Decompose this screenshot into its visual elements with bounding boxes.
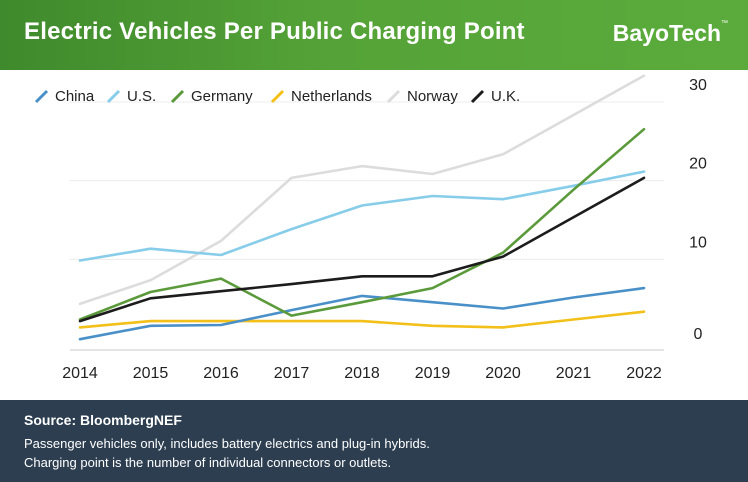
legend-swatch (170, 89, 185, 104)
logo-text: BayoTech (612, 20, 721, 46)
legend-swatch (270, 89, 285, 104)
series-line-germany (78, 127, 646, 321)
x-tick-2021: 2021 (556, 365, 592, 382)
footer-panel: Source: BloombergNEF Passenger vehicles … (0, 400, 748, 482)
series-lines (78, 74, 646, 341)
x-tick-labels: 2014 2015 2016 2017 2018 2019 2020 2021 2022 (62, 365, 662, 382)
y-tick-0: 0 (694, 326, 703, 343)
legend-swatch (106, 89, 121, 104)
y-tick-20: 20 (689, 156, 707, 173)
x-tick-2014: 2014 (62, 365, 98, 382)
series-line-us (78, 170, 646, 262)
legend-item-uk: U.K. (470, 88, 520, 105)
legend-swatch (470, 89, 485, 104)
legend-swatch (34, 89, 49, 104)
page-title: Electric Vehicles Per Public Charging Po… (24, 18, 525, 45)
logo-tm: ™ (721, 20, 728, 27)
x-tick-2020: 2020 (485, 365, 521, 382)
legend-label: Norway (407, 88, 458, 105)
y-tick-10: 10 (689, 234, 707, 251)
series-line-norway (78, 74, 646, 306)
footnote-vehicles: Passenger vehicles only, includes batter… (24, 436, 430, 451)
legend-label: Netherlands (291, 88, 372, 105)
source-label: Source: BloombergNEF (24, 412, 182, 428)
legend-item-us: U.S. (106, 88, 156, 105)
series-line-china (78, 286, 646, 341)
gridlines (70, 101, 664, 351)
legend-label: U.S. (127, 88, 156, 105)
header-banner: Electric Vehicles Per Public Charging Po… (0, 0, 748, 70)
brand-logo: BayoTech™ (613, 20, 728, 47)
x-tick-2019: 2019 (415, 365, 451, 382)
legend-item-norway: Norway (386, 88, 458, 105)
legend-swatch (386, 89, 401, 104)
x-tick-2022: 2022 (626, 365, 662, 382)
legend-label: Germany (191, 88, 253, 105)
line-chart: China U.S. Germany Netherlands Norway U.K. 0 1… (34, 74, 707, 382)
x-tick-2015: 2015 (133, 365, 169, 382)
legend-item-china: China (34, 88, 95, 105)
footnote-charging-point: Charging point is the number of individu… (24, 455, 392, 470)
legend-label: China (55, 88, 95, 105)
x-tick-2018: 2018 (344, 365, 380, 382)
legend-label: U.K. (491, 88, 520, 105)
legend-item-netherlands: Netherlands (270, 88, 372, 105)
y-tick-labels: 0 10 20 30 (689, 77, 707, 343)
series-line-uk (78, 176, 646, 323)
x-tick-2017: 2017 (274, 365, 310, 382)
legend: China U.S. Germany Netherlands Norway U.K. (34, 88, 520, 105)
x-tick-2016: 2016 (203, 365, 239, 382)
y-tick-30: 30 (689, 77, 707, 94)
chart-area: China U.S. Germany Netherlands Norway U.K. 0 1… (0, 70, 748, 400)
series-line-netherlands (78, 310, 646, 329)
legend-item-germany: Germany (170, 88, 253, 105)
